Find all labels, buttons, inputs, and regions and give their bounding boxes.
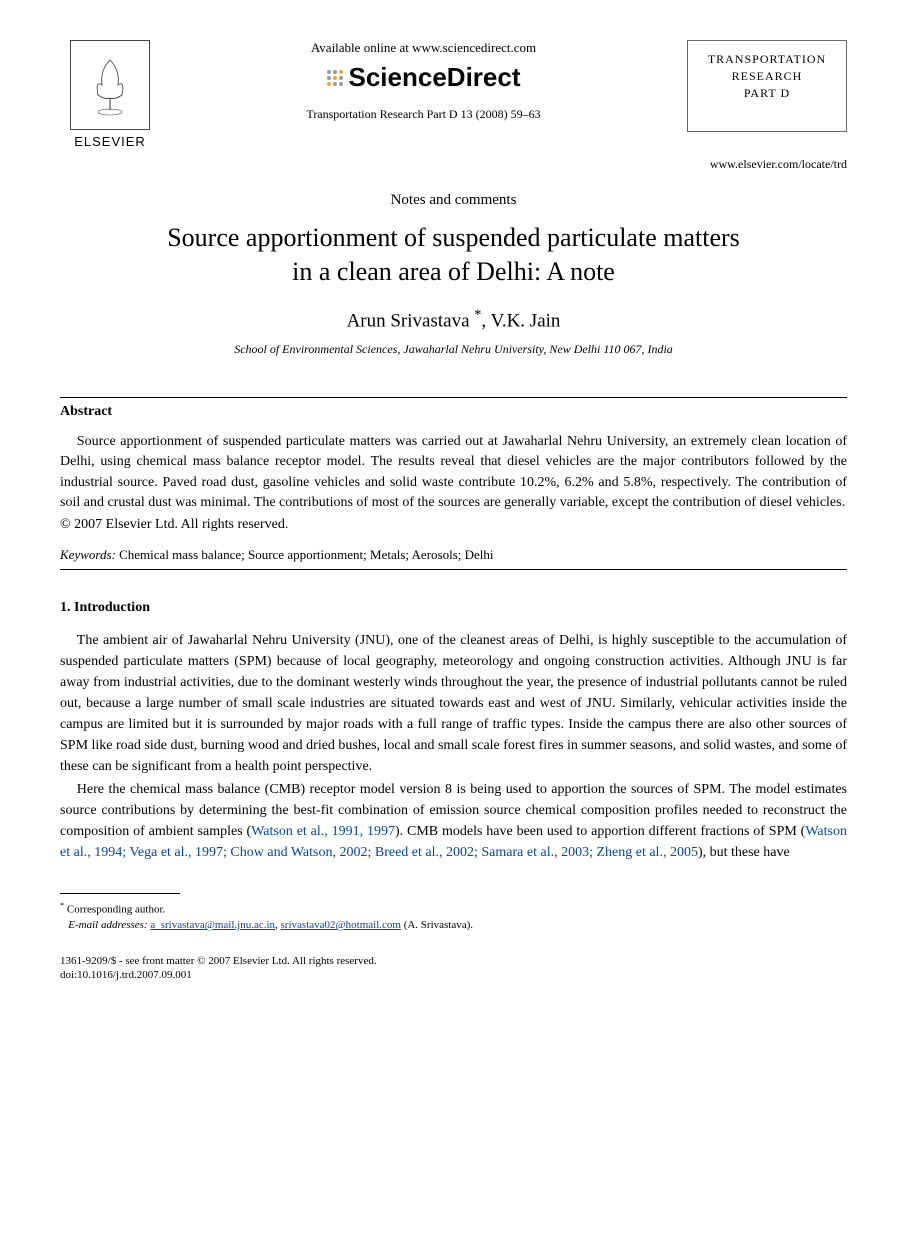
footnote-rule — [60, 893, 180, 894]
citation-link-1[interactable]: Watson et al., 1991, 1997 — [251, 824, 395, 839]
intro-heading: 1. Introduction — [60, 600, 847, 616]
abstract-text: Source apportionment of suspended partic… — [60, 432, 847, 513]
footer-meta: 1361-9209/$ - see front matter © 2007 El… — [60, 954, 847, 983]
intro-para-2: Here the chemical mass balance (CMB) rec… — [60, 779, 847, 863]
elsevier-label: ELSEVIER — [60, 134, 160, 149]
elsevier-tree-icon — [70, 40, 150, 130]
corr-label: Corresponding author. — [64, 904, 165, 916]
authors: Arun Srivastava *, V.K. Jain — [60, 307, 847, 332]
affiliation: School of Environmental Sciences, Jawaha… — [60, 342, 847, 357]
email-tail: (A. Srivastava). — [401, 919, 473, 931]
citation-line: Transportation Research Part D 13 (2008)… — [180, 107, 667, 122]
sciencedirect-text: ScienceDirect — [349, 62, 521, 93]
email-line: E-mail addresses: a_srivastava@mail.jnu.… — [60, 918, 847, 933]
email-2[interactable]: srivastava02@hotmail.com — [281, 919, 401, 931]
title-line2: in a clean area of Delhi: A note — [292, 257, 615, 286]
header-center: Available online at www.sciencedirect.co… — [160, 40, 687, 122]
section-label: Notes and comments — [60, 192, 847, 209]
corresponding-author: * Corresponding author. — [60, 900, 847, 918]
journal-url[interactable]: www.elsevier.com/locate/trd — [60, 157, 847, 172]
sciencedirect-logo: ScienceDirect — [180, 62, 667, 93]
para2-b: ). CMB models have been used to apportio… — [395, 824, 805, 839]
keywords: Keywords: Chemical mass balance; Source … — [60, 547, 847, 563]
title-line1: Source apportionment of suspended partic… — [167, 223, 740, 252]
email-1[interactable]: a_srivastava@mail.jnu.ac.in — [150, 919, 275, 931]
author-marker: * — [474, 307, 481, 323]
keywords-list: Chemical mass balance; Source apportionm… — [116, 547, 494, 562]
header-row: ELSEVIER Available online at www.science… — [60, 40, 847, 149]
journal-box-line3: PART D — [694, 85, 840, 102]
footnote-block: * Corresponding author. E-mail addresses… — [60, 900, 847, 933]
footer-doi: doi:10.1016/j.trd.2007.09.001 — [60, 968, 847, 982]
keywords-label: Keywords: — [60, 547, 116, 562]
journal-box: TRANSPORTATION RESEARCH PART D — [687, 40, 847, 132]
available-online-text: Available online at www.sciencedirect.co… — [180, 40, 667, 56]
journal-box-line2: RESEARCH — [694, 68, 840, 85]
rule-top — [60, 397, 847, 398]
footer-line1: 1361-9209/$ - see front matter © 2007 El… — [60, 954, 847, 968]
sd-dots-icon — [327, 70, 343, 86]
abstract-copyright: © 2007 Elsevier Ltd. All rights reserved… — [60, 517, 847, 533]
elsevier-logo-block: ELSEVIER — [60, 40, 160, 149]
email-label: E-mail addresses: — [68, 919, 147, 931]
author-2[interactable]: V.K. Jain — [491, 310, 561, 331]
abstract-heading: Abstract — [60, 404, 847, 420]
para2-c: ), but these have — [698, 845, 790, 860]
article-title: Source apportionment of suspended partic… — [60, 221, 847, 289]
author-1[interactable]: Arun Srivastava — [347, 310, 470, 331]
intro-para-1: The ambient air of Jawaharlal Nehru Univ… — [60, 630, 847, 777]
journal-box-line1: TRANSPORTATION — [694, 51, 840, 68]
rule-bottom — [60, 569, 847, 570]
